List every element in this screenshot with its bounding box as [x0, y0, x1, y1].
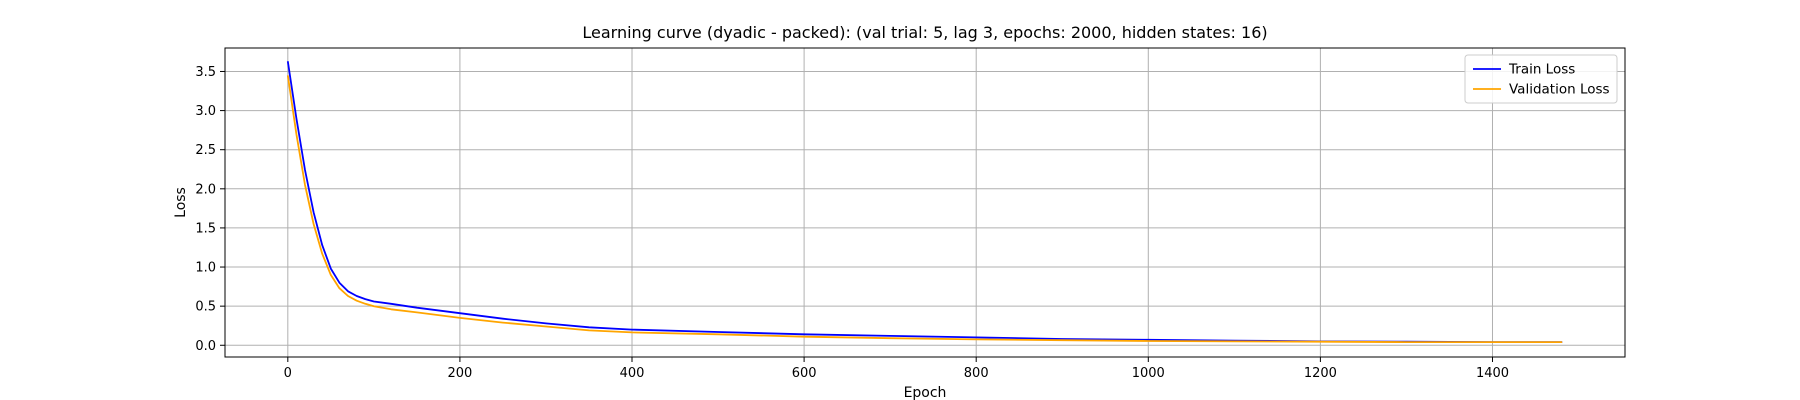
y-tick-label: 1.5	[195, 221, 216, 236]
y-tick-label: 1.0	[195, 261, 216, 276]
plot-frame	[224, 47, 1626, 358]
x-tick-label: 600	[792, 366, 817, 381]
x-tick-label: 400	[620, 366, 645, 381]
legend-entry: Train Loss	[1508, 62, 1575, 78]
x-tick-label: 1400	[1476, 366, 1509, 381]
chart-title: Learning curve (dyadic - packed): (val t…	[582, 23, 1267, 42]
x-tick-label: 1200	[1304, 366, 1337, 381]
y-tick-label: 0.5	[195, 300, 216, 315]
x-tick-label: 200	[447, 366, 472, 381]
y-tick-label: 2.0	[195, 182, 216, 197]
axis-ticks: 0 200 400 600 800 1000 1200 1400 0.0 0.5 1.0 1.5 2.0…	[195, 65, 1509, 381]
legend-box	[1464, 54, 1618, 104]
x-axis-label: Epoch	[904, 385, 947, 400]
legend-entry: Validation Loss	[1509, 82, 1610, 98]
series-lines	[286, 61, 1563, 344]
series-line-validation-loss	[286, 75, 1563, 344]
series-line-train-loss	[286, 61, 1563, 344]
y-tick-label: 3.0	[195, 104, 216, 119]
y-axis-label: Loss	[173, 187, 189, 218]
legend: Train Loss Validation Loss	[1464, 54, 1618, 104]
y-tick-label: 3.5	[195, 65, 216, 80]
x-tick-label: 800	[964, 366, 989, 381]
x-tick-label: 0	[284, 366, 292, 381]
grid-lines	[225, 48, 1625, 357]
x-tick-label: 1000	[1132, 366, 1165, 381]
y-tick-label: 0.0	[195, 339, 216, 354]
y-tick-label: 2.5	[195, 143, 216, 158]
